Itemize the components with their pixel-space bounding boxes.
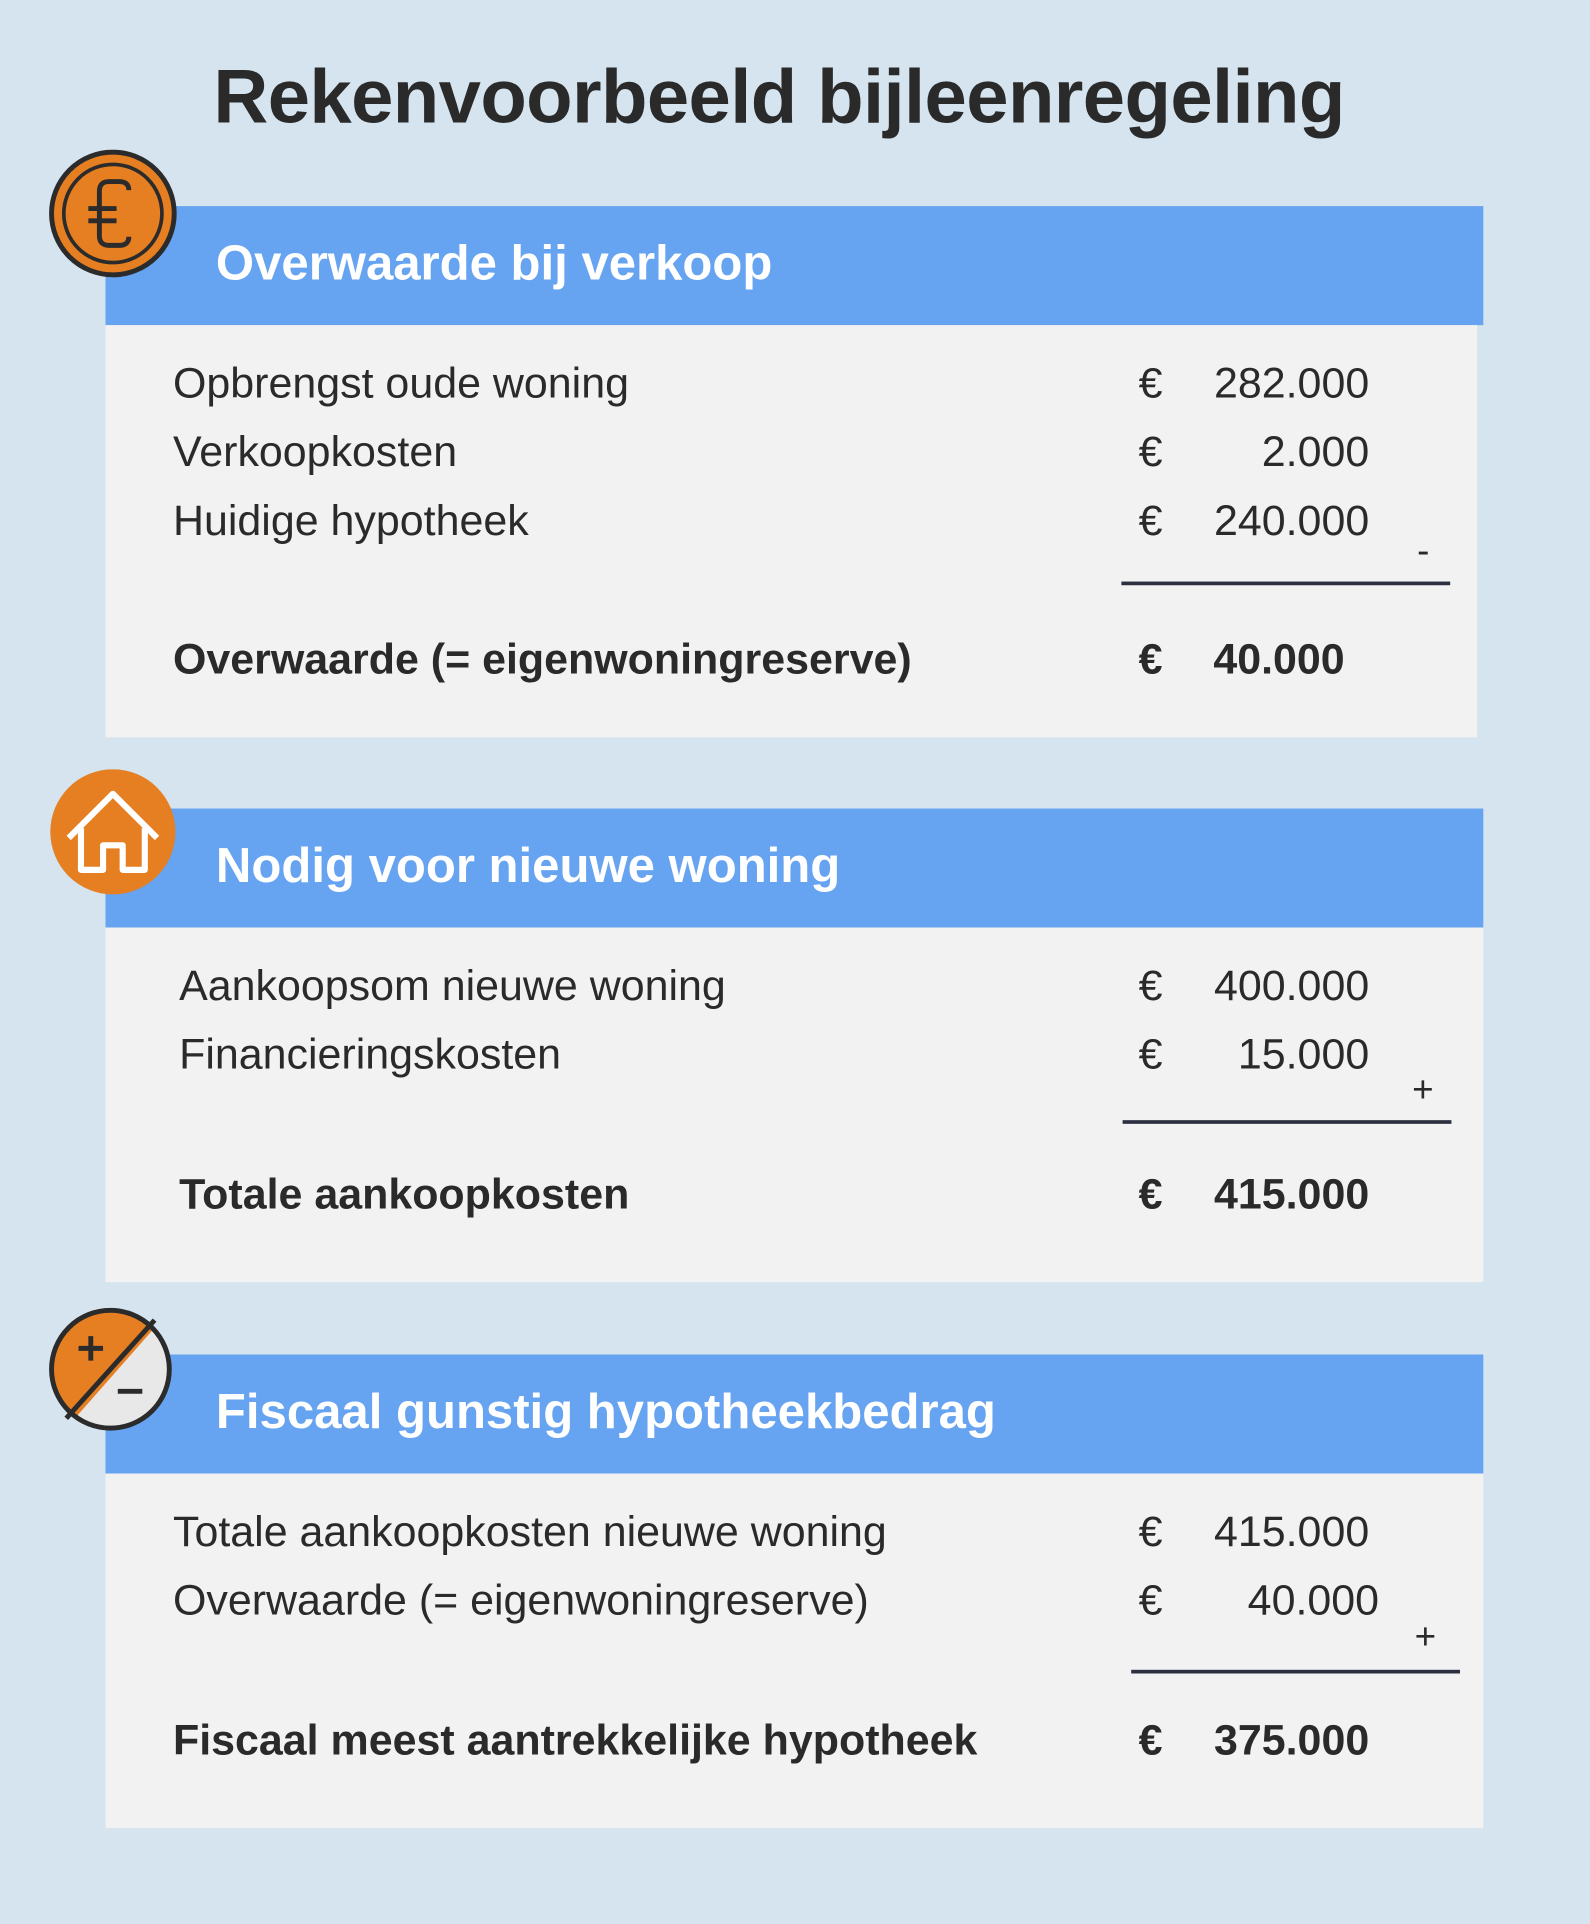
- currency: €: [1138, 961, 1163, 1010]
- currency: €: [1138, 1030, 1163, 1079]
- total-amount: 375.000: [1213, 1716, 1370, 1765]
- currency: €: [1138, 1170, 1163, 1219]
- sum-divider: [1121, 581, 1451, 586]
- row-label: Huidige hypotheek: [172, 496, 529, 545]
- house-icon: [50, 769, 176, 895]
- table-row: Verkoopkosten €2.000: [173, 428, 1369, 482]
- section-header-nieuwe-woning: Nodig voor nieuwe woning: [105, 808, 1484, 928]
- total-label: Totale aankoopkosten: [179, 1170, 630, 1219]
- minus-operator: -: [1417, 531, 1430, 572]
- section-body-overwaarde: Opbrengst oude woning €282.000 Verkoopkos…: [105, 325, 1478, 738]
- section-body-nieuwe-woning: Aankoopsom nieuwe woning €400.000 Financi…: [105, 927, 1484, 1283]
- row-amount: 2.000: [1261, 428, 1370, 477]
- total-label: Fiscaal meest aantrekkelijke hypotheek: [172, 1716, 978, 1765]
- section-header-fiscaal: Fiscaal gunstig hypotheekbedrag: [105, 1354, 1484, 1474]
- table-row: Overwaarde (= eigenwoningreserve) €40.000: [173, 1577, 1379, 1631]
- section-heading: Fiscaal gunstig hypotheekbedrag: [215, 1385, 996, 1440]
- total-amount: 415.000: [1213, 1170, 1370, 1219]
- row-amount: 40.000: [1247, 1576, 1380, 1625]
- table-row: Huidige hypotheek €240.000: [173, 497, 1369, 551]
- row-label: Verkoopkosten: [172, 428, 458, 477]
- row-amount: 240.000: [1213, 496, 1370, 545]
- total-row: Fiscaal meest aantrekkelijke hypotheek €3…: [173, 1716, 1369, 1770]
- row-amount: 415.000: [1213, 1507, 1370, 1556]
- section-header-overwaarde: Overwaarde bij verkoop: [105, 206, 1484, 326]
- row-amount: 15.000: [1237, 1030, 1370, 1079]
- row-amount: 282.000: [1213, 359, 1370, 408]
- currency: €: [1138, 359, 1163, 408]
- plus-operator: +: [1412, 1069, 1434, 1111]
- page-title: Rekenvoorbeeld bijleenregeling: [213, 55, 1345, 140]
- euro-coin-icon: [49, 149, 177, 278]
- table-row: Aankoopsom nieuwe woning €400.000: [179, 962, 1369, 1016]
- row-label: Aankoopsom nieuwe woning: [179, 961, 726, 1010]
- total-amount: 40.000: [1213, 635, 1345, 684]
- table-row: Totale aankoopkosten nieuwe woning €415.0…: [173, 1508, 1369, 1562]
- section-heading: Nodig voor nieuwe woning: [215, 839, 841, 894]
- currency: €: [1138, 428, 1163, 477]
- currency: €: [1138, 1507, 1163, 1556]
- total-row: Overwaarde (= eigenwoningreserve) €40.000: [173, 636, 1345, 690]
- table-row: Financieringskosten €15.000: [179, 1031, 1369, 1085]
- section-body-fiscaal: Totale aankoopkosten nieuwe woning €415.0…: [105, 1473, 1484, 1829]
- sum-divider: [1122, 1120, 1452, 1124]
- row-label: Overwaarde (= eigenwoningreserve): [172, 1576, 869, 1625]
- currency: €: [1138, 635, 1163, 684]
- plus-minus-icon: [49, 1307, 172, 1431]
- total-label: Overwaarde (= eigenwoningreserve): [172, 635, 912, 684]
- row-amount: 400.000: [1213, 961, 1370, 1010]
- sum-divider: [1131, 1669, 1461, 1674]
- row-label: Financieringskosten: [179, 1030, 562, 1079]
- table-row: Opbrengst oude woning €282.000: [173, 359, 1369, 413]
- currency: €: [1138, 1716, 1163, 1765]
- row-label: Opbrengst oude woning: [172, 359, 629, 408]
- section-heading: Overwaarde bij verkoop: [215, 236, 773, 291]
- total-row: Totale aankoopkosten €415.000: [179, 1170, 1369, 1224]
- plus-operator: +: [1414, 1617, 1437, 1658]
- row-label: Totale aankoopkosten nieuwe woning: [172, 1507, 887, 1556]
- currency: €: [1138, 496, 1163, 545]
- currency: €: [1138, 1576, 1163, 1625]
